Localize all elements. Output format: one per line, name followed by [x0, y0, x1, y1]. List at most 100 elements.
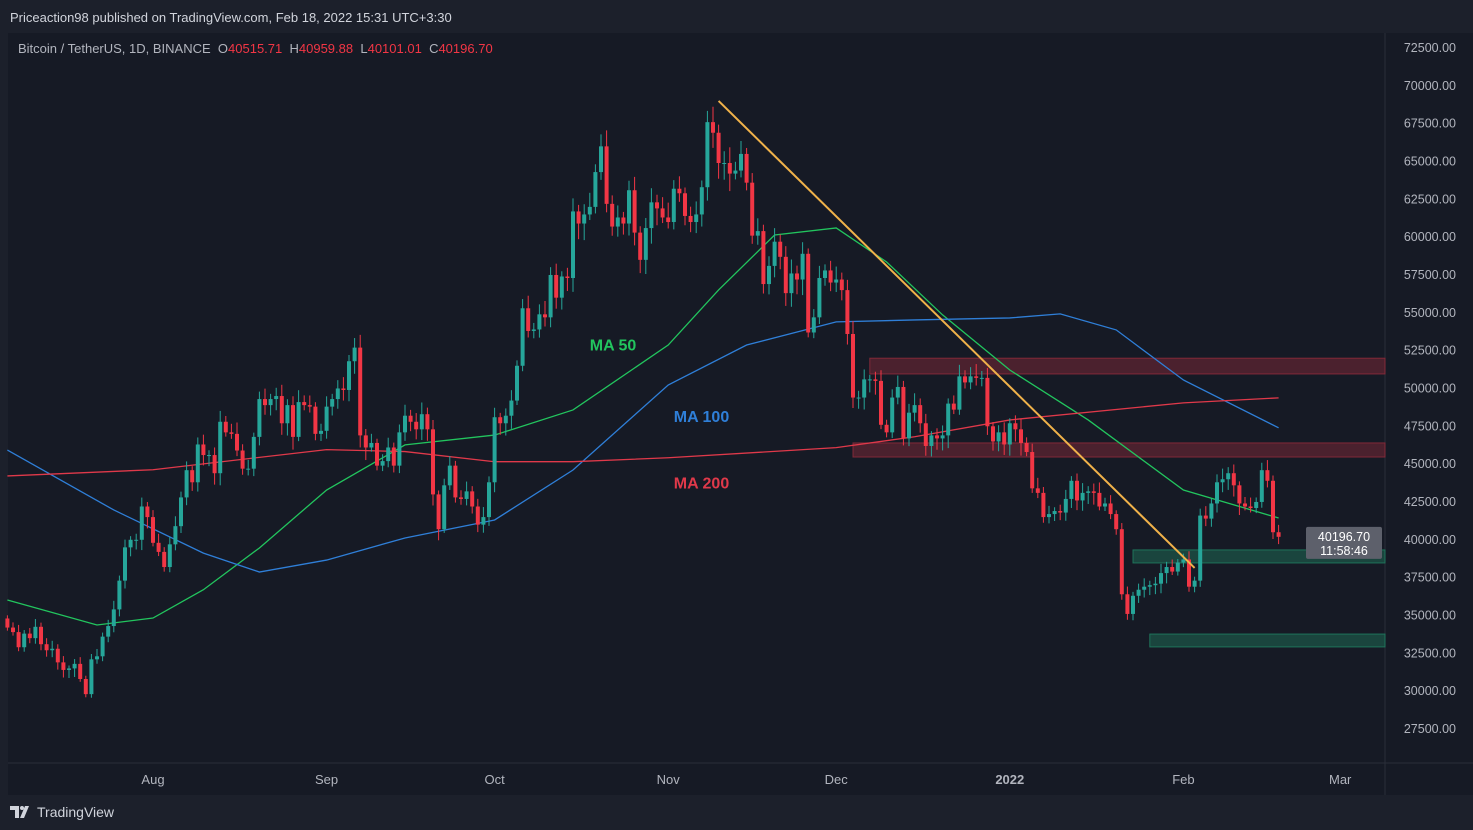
candle — [414, 413, 419, 440]
candle — [128, 536, 133, 557]
candle — [184, 461, 189, 506]
candle — [313, 402, 318, 441]
candle — [190, 466, 195, 491]
candle — [951, 395, 956, 415]
candle — [963, 370, 967, 389]
candle — [705, 110, 710, 201]
candle-body — [688, 215, 693, 223]
candle-body — [55, 648, 60, 663]
candle-body — [940, 435, 945, 439]
candle-body — [929, 435, 934, 446]
candle — [67, 665, 71, 679]
candle-body — [711, 122, 715, 133]
candle — [828, 260, 833, 292]
trendline — [717, 100, 1196, 569]
y-tick-label: 72500.00 — [1404, 41, 1456, 55]
candle-body — [145, 506, 150, 518]
candle — [559, 271, 564, 310]
candle-body — [123, 547, 127, 581]
candle — [873, 371, 878, 395]
open-value: 40515.71 — [228, 41, 283, 56]
candle-body — [190, 470, 195, 483]
candle-body — [851, 333, 855, 398]
candle — [1147, 580, 1152, 596]
last-price-tag — [1306, 526, 1382, 559]
ma-line-ma100 — [7, 313, 1279, 573]
candle — [683, 187, 687, 226]
candle — [912, 393, 917, 422]
y-tick-label: 30000.00 — [1404, 684, 1456, 698]
candle — [391, 442, 396, 473]
candle — [111, 600, 116, 633]
candle — [660, 197, 665, 224]
candle-body — [117, 580, 122, 610]
candle-body — [991, 426, 995, 442]
candle-body — [139, 506, 144, 540]
candle-body — [1002, 432, 1007, 445]
candle-body — [1119, 529, 1124, 595]
candle — [979, 370, 984, 387]
candle-body — [498, 417, 503, 424]
candle — [403, 404, 407, 441]
y-tick-label: 35000.00 — [1404, 608, 1456, 622]
candle — [587, 192, 592, 221]
candle — [162, 547, 167, 572]
candle — [548, 267, 553, 328]
candle — [408, 409, 413, 432]
candle-body — [694, 214, 699, 223]
candle-body — [548, 274, 553, 318]
candle-body — [1125, 594, 1130, 614]
candle — [1108, 495, 1113, 520]
x-tick-label: Feb — [1172, 772, 1194, 787]
candle — [767, 256, 771, 295]
candle — [470, 486, 475, 514]
candle — [571, 198, 575, 292]
candle — [167, 537, 172, 573]
candle — [839, 272, 844, 301]
candle — [755, 218, 760, 245]
candle — [235, 422, 239, 457]
tradingview-brand[interactable]: TradingView — [10, 804, 114, 820]
candle-body — [845, 290, 850, 334]
candle-body — [341, 388, 346, 390]
candle-body — [218, 421, 223, 474]
candle-body — [1226, 473, 1231, 480]
candle — [179, 491, 183, 533]
candle — [335, 380, 340, 409]
tradingview-logo-icon — [10, 806, 29, 818]
candle-body — [968, 376, 973, 383]
ma-line-ma200 — [7, 397, 1279, 477]
candle — [957, 364, 962, 415]
candle-body — [643, 228, 648, 260]
candle — [453, 460, 458, 503]
candle-body — [839, 279, 844, 291]
candle — [431, 420, 435, 506]
candle-body — [464, 491, 469, 499]
candle-body — [1069, 480, 1074, 499]
candle-body — [901, 386, 906, 439]
candle — [1052, 507, 1057, 522]
candle — [279, 384, 284, 435]
candle — [1069, 476, 1074, 508]
candle-body — [761, 231, 766, 285]
candle — [918, 398, 923, 433]
y-tick-label: 67500.00 — [1404, 117, 1456, 131]
candle-body — [806, 253, 811, 333]
candle — [1119, 523, 1124, 600]
candle-body — [1187, 559, 1191, 587]
candle — [72, 659, 77, 677]
candle-body — [481, 517, 486, 525]
candle-body — [369, 442, 374, 448]
candle — [89, 653, 94, 698]
candle — [1220, 468, 1225, 493]
candle — [907, 403, 911, 447]
candle — [1058, 504, 1063, 521]
ma-label: MA 200 — [674, 475, 730, 492]
candle-body — [459, 497, 463, 499]
candle-body — [419, 414, 424, 430]
candle-body — [470, 491, 475, 507]
candle — [61, 656, 66, 678]
candle — [845, 279, 850, 345]
candle-body — [173, 526, 178, 545]
candle — [207, 450, 211, 467]
